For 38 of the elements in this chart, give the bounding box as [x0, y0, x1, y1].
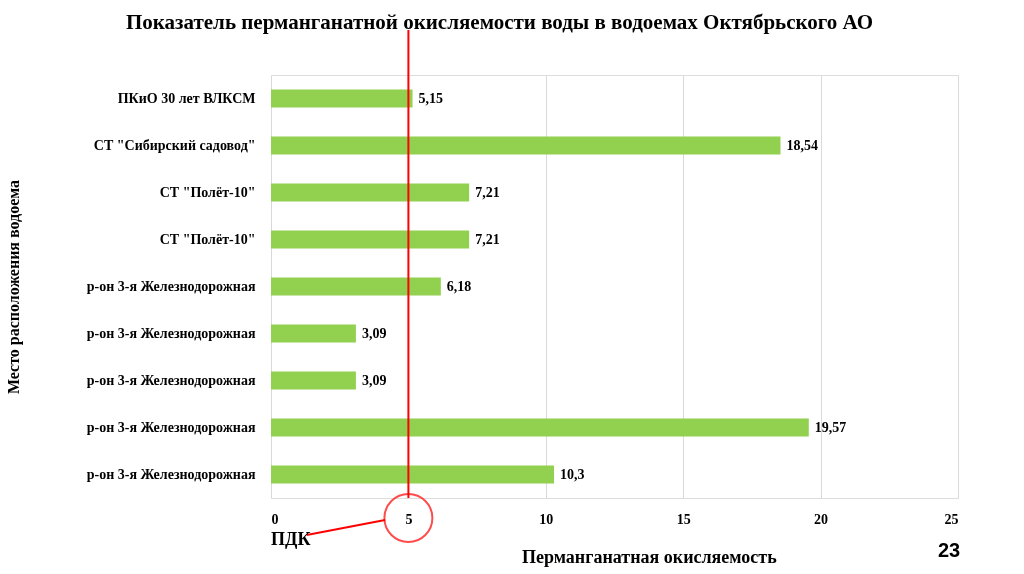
- bar: [271, 230, 470, 249]
- data-label: 19,57: [814, 419, 847, 435]
- y-tick-label: СТ "Полёт-10": [159, 231, 256, 247]
- data-label: 3,09: [361, 325, 387, 341]
- bar: [271, 183, 470, 202]
- y-tick-label: р-он 3-я Железнодорожная: [86, 466, 256, 482]
- x-axis-title: Перманганатная окисляемость: [522, 546, 778, 567]
- y-tick-label: ПКиО 30 лет ВЛКСМ: [117, 90, 256, 106]
- data-label: 3,09: [361, 372, 387, 388]
- bar: [271, 324, 356, 343]
- y-axis-title: Место расположения водоема: [4, 179, 23, 395]
- bar: [271, 465, 555, 484]
- x-tick-label: 5: [405, 511, 413, 527]
- x-tick-label: 25: [944, 511, 959, 527]
- bar: [271, 418, 809, 437]
- x-tick-label: 10: [539, 511, 554, 527]
- y-tick-label: р-он 3-я Железнодорожная: [86, 419, 256, 435]
- bar: [271, 89, 413, 108]
- data-label: 5,15: [418, 90, 444, 106]
- bar: [271, 136, 781, 155]
- y-tick-label: СТ "Сибирский садовод": [93, 137, 256, 153]
- data-label: 7,21: [475, 231, 500, 247]
- text: 23: [937, 539, 961, 561]
- data-label: 7,21: [475, 184, 500, 200]
- y-tick-label: р-он 3-я Железнодорожная: [86, 278, 256, 294]
- x-tick-label: 0: [271, 511, 279, 527]
- data-label: 18,54: [786, 137, 818, 153]
- data-label: 10,3: [560, 466, 585, 482]
- bar: [271, 277, 441, 296]
- y-tick-label: СТ "Полёт-10": [159, 184, 256, 200]
- y-tick-label: р-он 3-я Железнодорожная: [86, 325, 256, 341]
- y-tick-label: р-он 3-я Железнодорожная: [86, 372, 256, 388]
- legend-label: ПДК: [271, 529, 311, 549]
- x-tick-label: 15: [676, 511, 691, 527]
- bar: [271, 371, 356, 390]
- data-label: 6,18: [446, 278, 472, 294]
- x-tick-label: 20: [814, 511, 829, 527]
- chart-title: Показатель перманганатной окисляемости воды в водоемах Октябрьского АО: [125, 10, 874, 34]
